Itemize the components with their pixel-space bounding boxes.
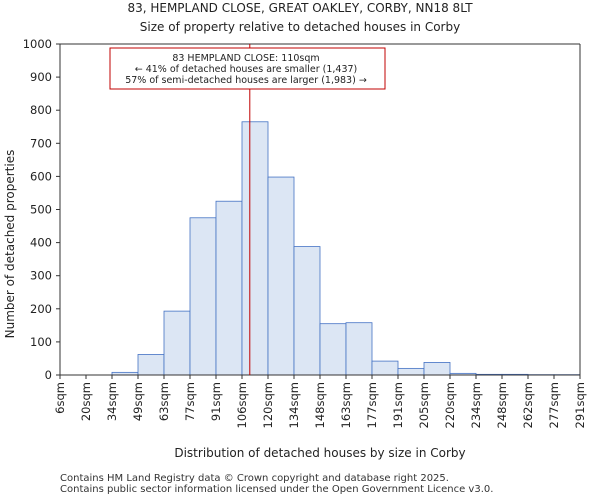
bars-group <box>111 121 581 376</box>
histogram-bar <box>345 322 373 376</box>
annotation-line-3: 57% of semi-detached houses are larger (… <box>125 75 367 86</box>
footer-line-2: Contains public sector information licen… <box>60 484 494 495</box>
x-tick-label: 248sqm <box>495 382 509 428</box>
annotation-rect <box>109 47 386 90</box>
x-tick-label: 6sqm <box>53 382 67 414</box>
histogram-bar <box>267 176 295 376</box>
histogram-bar <box>137 354 165 376</box>
y-tick-label: 700 <box>30 136 52 150</box>
y-tick-label: 0 <box>45 368 52 382</box>
histogram-bar <box>397 367 425 376</box>
x-tick-label: 63sqm <box>157 382 171 421</box>
y-tick-label: 200 <box>30 302 52 316</box>
x-tick-label: 20sqm <box>79 382 93 421</box>
x-axis: 6sqm 20sqm 34sqm 49sqm 63sqm 77sqm 91sqm 106sqm… <box>53 375 587 428</box>
annotation-box: 83 HEMPLAND CLOSE: 110sqm ← 41% of detac… <box>109 47 386 90</box>
x-tick-label: 148sqm <box>313 382 327 428</box>
histogram-bar <box>371 360 399 376</box>
x-tick-label: 277sqm <box>547 382 561 428</box>
y-axis-label: Number of detached properties <box>3 150 17 339</box>
x-tick-label: 134sqm <box>287 382 301 428</box>
x-tick-label: 291sqm <box>573 382 587 428</box>
x-tick-label: 262sqm <box>521 382 535 428</box>
x-tick-label: 106sqm <box>235 382 249 428</box>
histogram-bar <box>241 121 269 376</box>
y-axis: 0 100 200 300 400 500 600 700 800 900 1000 <box>23 37 60 382</box>
y-tick-label: 600 <box>30 169 52 183</box>
chart-subtitle: Size of property relative to detached ho… <box>140 20 460 34</box>
histogram-bar <box>319 323 347 376</box>
x-tick-label: 120sqm <box>261 382 275 428</box>
y-tick-label: 400 <box>30 236 52 250</box>
x-tick-label: 91sqm <box>209 382 223 421</box>
x-tick-label: 191sqm <box>391 382 405 428</box>
y-tick-label: 800 <box>30 103 52 117</box>
x-tick-label: 163sqm <box>339 382 353 428</box>
annotation-line-2: ← 41% of detached houses are smaller (1,… <box>135 64 358 75</box>
histogram-bar <box>215 200 243 376</box>
y-tick-label: 900 <box>30 70 52 84</box>
y-tick-label: 1000 <box>23 37 52 51</box>
y-tick-label: 100 <box>30 335 52 349</box>
x-tick-label: 34sqm <box>105 382 119 421</box>
footer-line-1: Contains HM Land Registry data © Crown c… <box>60 473 449 484</box>
x-tick-label: 205sqm <box>417 382 431 428</box>
x-tick-label: 220sqm <box>443 382 457 428</box>
y-tick-label: 300 <box>30 269 52 283</box>
histogram-bar <box>189 217 217 376</box>
y-tick-label: 500 <box>30 203 52 217</box>
x-tick-label: 49sqm <box>131 382 145 421</box>
annotation-line-1: 83 HEMPLAND CLOSE: 110sqm <box>172 53 319 64</box>
x-axis-label: Distribution of detached houses by size … <box>174 446 465 460</box>
x-tick-label: 234sqm <box>469 382 483 428</box>
histogram-bar <box>163 310 191 376</box>
histogram-bar <box>423 362 451 376</box>
x-tick-label: 77sqm <box>183 382 197 421</box>
histogram-bar <box>293 246 321 376</box>
chart-title: 83, HEMPLAND CLOSE, GREAT OAKLEY, CORBY,… <box>127 1 473 15</box>
x-tick-label: 177sqm <box>365 382 379 428</box>
